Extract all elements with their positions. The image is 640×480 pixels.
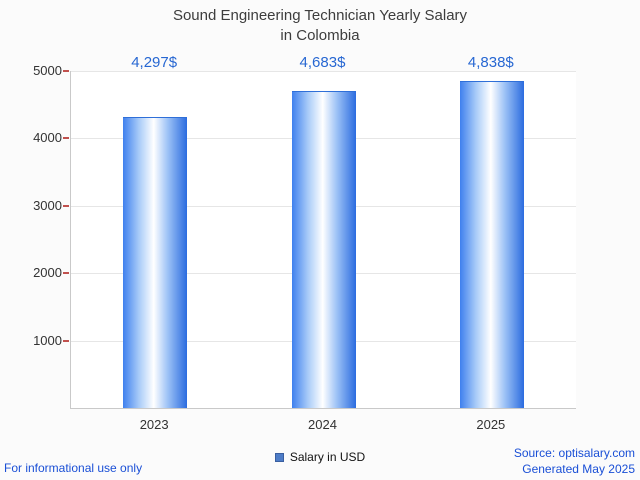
bar-2023[interactable] <box>123 117 188 408</box>
disclaimer-label: For informational use only <box>4 461 143 475</box>
y-axis-tickmark <box>63 339 69 342</box>
x-axis-label: 2025 <box>476 417 506 432</box>
plot-area <box>70 71 576 409</box>
bar-2024[interactable] <box>291 91 356 408</box>
legend-label: Salary in USD <box>289 450 366 464</box>
y-axis-tick-label: 5000 <box>33 63 62 78</box>
source-block: Source: optisalary.com Generated May 202… <box>514 445 635 477</box>
legend[interactable]: Salary in USD <box>0 450 640 464</box>
source-link[interactable]: Source: optisalary.com <box>513 446 635 460</box>
y-axis-tickmark <box>63 70 69 72</box>
legend-marker-icon <box>274 452 284 462</box>
y-axis-tick-label: 3000 <box>33 197 62 213</box>
y-axis-tick-label: 1000 <box>33 332 62 348</box>
generated-date: Generated May 2025 <box>522 462 635 477</box>
x-axis-label: 2024 <box>308 417 337 432</box>
y-axis-tick-label: 4000 <box>33 130 62 146</box>
bar-2025[interactable] <box>459 80 524 408</box>
y-axis-tickmark <box>63 137 69 140</box>
gridline <box>71 71 576 72</box>
chart-title-line2: in Colombia <box>280 26 360 44</box>
x-axis-label: 2023 <box>139 417 169 432</box>
y-axis-tick-label: 2000 <box>33 265 62 281</box>
y-axis-tickmark <box>63 272 69 275</box>
bar-value-label: 4,297$ <box>131 54 178 71</box>
bar-value-label: 4,838$ <box>467 54 514 71</box>
bar-value-label: 4,683$ <box>299 54 346 71</box>
y-axis-tickmark <box>63 204 69 207</box>
disclaimer-text: For informational use only <box>4 461 142 475</box>
chart-title-line1: Sound Engineering Technician Yearly Sala… <box>172 7 468 24</box>
chart-title: Sound Engineering Technician Yearly Sala… <box>0 6 640 45</box>
